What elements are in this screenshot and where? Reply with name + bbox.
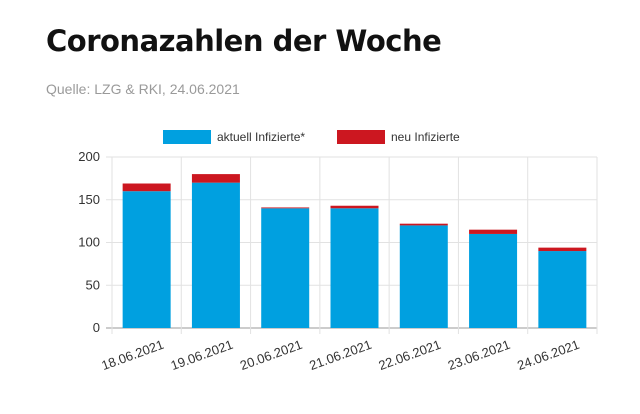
source-note: Quelle: LZG & RKI, 24.06.2021: [46, 81, 240, 97]
bar-neu-infizierte[interactable]: [191, 174, 240, 183]
legend: aktuell Infizierte* neu Infizierte: [163, 130, 460, 144]
legend-item-neu[interactable]: neu Infizierte: [337, 130, 460, 144]
y-tick-label: 200: [78, 149, 100, 164]
x-tick-label: 24.06.2021: [515, 337, 581, 373]
bar-neu-infizierte[interactable]: [122, 183, 171, 192]
bar-aktuell-infizierte[interactable]: [191, 182, 240, 328]
legend-swatch: [337, 130, 385, 144]
legend-label: aktuell Infizierte*: [217, 130, 305, 144]
bar-neu-infizierte[interactable]: [399, 223, 448, 226]
y-tick-label: 0: [93, 320, 100, 335]
legend-item-aktuell[interactable]: aktuell Infizierte*: [163, 130, 305, 144]
bar-neu-infizierte[interactable]: [538, 247, 587, 252]
bar-aktuell-infizierte[interactable]: [122, 191, 171, 328]
bar-aktuell-infizierte[interactable]: [469, 233, 518, 328]
y-tick-label: 50: [86, 277, 100, 292]
legend-label: neu Infizierte: [391, 130, 460, 144]
bar-neu-infizierte[interactable]: [330, 205, 379, 209]
bar-aktuell-infizierte[interactable]: [261, 208, 310, 328]
legend-swatch: [163, 130, 211, 144]
bar-neu-infizierte[interactable]: [261, 207, 310, 209]
bar-aktuell-infizierte[interactable]: [538, 251, 587, 328]
x-tick-label: 19.06.2021: [169, 337, 235, 373]
bar-aktuell-infizierte[interactable]: [399, 225, 448, 328]
bar-neu-infizierte[interactable]: [469, 229, 518, 234]
bars: [122, 174, 587, 328]
x-tick-label: 18.06.2021: [99, 337, 165, 373]
bar-aktuell-infizierte[interactable]: [330, 208, 379, 328]
x-tick-label: 22.06.2021: [377, 337, 443, 373]
page-title: Coronazahlen der Woche: [46, 24, 442, 58]
x-tick-label: 21.06.2021: [307, 337, 373, 373]
x-tick-label: 23.06.2021: [446, 337, 512, 373]
y-tick-label: 150: [78, 192, 100, 207]
x-tick-label: 20.06.2021: [238, 337, 304, 373]
y-tick-label: 100: [78, 235, 100, 250]
